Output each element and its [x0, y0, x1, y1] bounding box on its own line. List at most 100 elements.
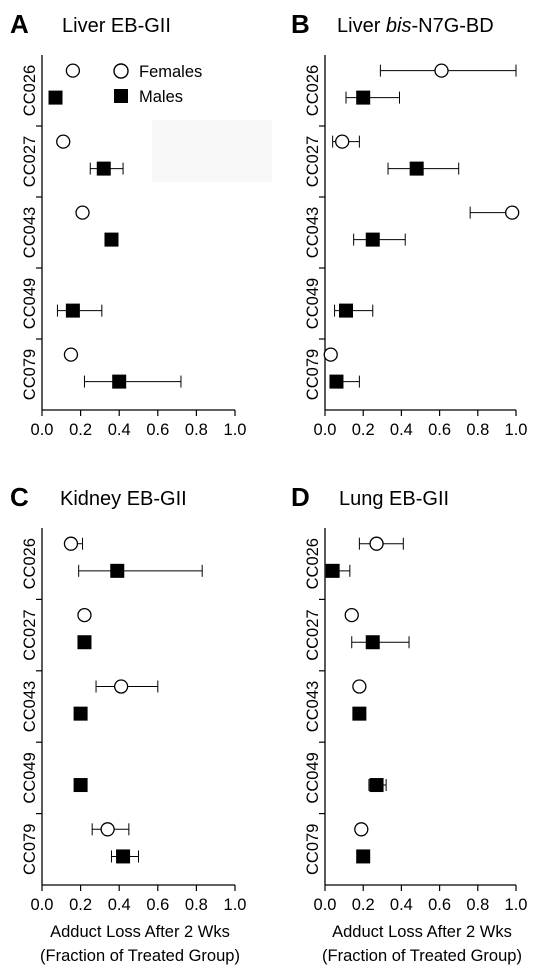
panel-a-x-tick-label: 0.2 — [69, 421, 92, 439]
panel-b-female-point — [434, 63, 449, 78]
panel-b-category-label: CC026 — [304, 65, 322, 116]
panel-c-x-tick-label: 0.4 — [108, 896, 131, 914]
panel-b-category-label: CC043 — [304, 207, 322, 258]
panel-d-category-label: CC026 — [304, 538, 322, 589]
panel-d-letter: D — [291, 482, 310, 512]
panel-c: C Kidney EB-GII 0.0 0.2 0.4 0.6 0.8 1.0 CC026 C… — [10, 482, 246, 965]
panel-c-female-point — [113, 679, 129, 694]
panel-c-female-point — [77, 607, 92, 623]
panel-b-x-tick-label: 0.8 — [466, 421, 489, 439]
panel-d-title: Lung EB-GII — [339, 488, 449, 510]
panel-a-category-label: CC079 — [21, 349, 39, 400]
panel-a-category-label: CC026 — [21, 65, 39, 116]
panel-b-male-point — [329, 374, 344, 389]
panel-c-male-point — [77, 635, 92, 650]
panel-a-plot: 0.0 0.2 0.4 0.6 0.8 1.0 CC026 CC027 CC043 CC049 CC… — [21, 55, 246, 439]
panel-b-female-point — [335, 134, 350, 149]
panel-a-x-tick-label: 0.8 — [185, 421, 208, 439]
panel-c-x-tick-label: 0.2 — [69, 896, 92, 914]
panel-b-letter: B — [291, 9, 310, 39]
panel-d-xlabel-line2: (Fraction of Treated Group) — [322, 947, 522, 965]
panel-d-x-tick-label: 0.6 — [428, 896, 451, 914]
panel-d-category-label: CC049 — [304, 752, 322, 803]
panel-c-xlabel-line2: (Fraction of Treated Group) — [40, 947, 240, 965]
panel-c-x-tick-label: 1.0 — [224, 896, 247, 914]
panel-a-female-point — [65, 63, 81, 78]
panel-c-xlabel-line1: Adduct Loss After 2 Wks — [50, 923, 230, 941]
panel-b-title-prefix: Liver — [337, 15, 386, 37]
panel-b-category-label: CC079 — [304, 349, 322, 400]
legend-males-label: Males — [139, 88, 183, 106]
panel-d-female-point — [352, 679, 367, 694]
panel-b-category-label: CC049 — [304, 278, 322, 329]
panel-a-x-tick-label: 0.6 — [146, 421, 169, 439]
panel-d-male-point — [365, 635, 380, 650]
panel-a-letter: A — [10, 9, 29, 39]
panel-c-x-tick-label: 0.0 — [31, 896, 54, 914]
panel-c-category-label: CC049 — [21, 752, 39, 803]
panel-d-x-tick-label: 0.4 — [390, 896, 413, 914]
panel-c-x-tick-label: 0.6 — [146, 896, 169, 914]
panel-d: D Lung EB-GII 0.0 0.2 0.4 0.6 0.8 1.0 CC026 CC0… — [291, 482, 527, 965]
panel-b-x-tick-label: 0.2 — [352, 421, 375, 439]
panel-b-x-tick-label: 1.0 — [505, 421, 528, 439]
panel-d-male-point — [352, 706, 367, 721]
panel-b-x-tick-label: 0.4 — [390, 421, 413, 439]
panel-a-male-point — [104, 232, 119, 247]
panel-d-xlabel-line1: Adduct Loss After 2 Wks — [332, 923, 512, 941]
panel-b-male-point — [409, 161, 424, 176]
panel-b-male-point — [339, 303, 354, 318]
panel-a: A Liver EB-GII 0.0 0.2 0.4 0.6 0.8 1.0 CC026 CC… — [10, 9, 246, 439]
panel-d-x-tick-label: 0.8 — [466, 896, 489, 914]
panel-a-x-tick-label: 0.4 — [108, 421, 131, 439]
legend: Females Males — [113, 63, 202, 106]
panel-c-female-point — [63, 536, 79, 551]
panel-b: B Liver bis-N7G-BD 0.0 0.2 0.4 0.6 0.8 1.0 CC0… — [291, 9, 527, 439]
panel-d-plot: 0.0 0.2 0.4 0.6 0.8 1.0 CC026 CC027 CC043 CC049 CC… — [304, 528, 527, 914]
panel-d-female-point — [354, 822, 369, 837]
panel-c-male-point — [116, 849, 131, 864]
legend-male-marker-icon — [114, 89, 128, 103]
panel-d-male-point — [369, 778, 384, 793]
panel-a-male-point — [48, 90, 63, 105]
panel-c-male-point — [110, 563, 125, 578]
panel-a-category-label: CC043 — [21, 207, 39, 258]
panel-a-x-tick-label: 0.0 — [31, 421, 54, 439]
panel-d-x-tick-label: 1.0 — [505, 896, 528, 914]
panel-c-title: Kidney EB-GII — [60, 488, 187, 510]
panel-a-category-label: CC049 — [21, 278, 39, 329]
panel-d-male-point — [325, 563, 340, 578]
legend-females-label: Females — [139, 63, 202, 81]
panel-d-male-point — [356, 849, 371, 864]
panel-a-female-point — [63, 347, 79, 362]
panel-c-plot: 0.0 0.2 0.4 0.6 0.8 1.0 CC026 CC027 CC043 CC049 CC… — [21, 528, 246, 914]
panel-a-category-label: CC027 — [21, 136, 39, 187]
panel-d-category-label: CC079 — [304, 824, 322, 875]
panel-a-x-tick-label: 1.0 — [224, 421, 247, 439]
panel-c-category-label: CC079 — [21, 824, 39, 875]
panel-a-female-point — [75, 205, 90, 220]
shaded-patch — [152, 120, 272, 182]
panel-b-title-italic: bis — [386, 15, 412, 37]
panel-a-male-point — [65, 303, 80, 318]
panel-d-category-label: CC027 — [304, 609, 322, 660]
panel-a-female-point — [56, 134, 71, 149]
panel-b-category-label: CC027 — [304, 136, 322, 187]
panel-b-female-point — [323, 347, 338, 362]
panel-d-female-point — [369, 536, 384, 551]
panel-a-male-point — [112, 374, 127, 389]
panel-b-title-rest: -N7G-BD — [411, 15, 493, 37]
panel-a-title: Liver EB-GII — [62, 15, 171, 37]
panel-c-male-point — [73, 778, 88, 793]
panel-b-title: Liver bis-N7G-BD — [337, 15, 494, 37]
panel-c-letter: C — [10, 482, 29, 512]
panel-d-female-point — [344, 607, 359, 623]
panel-b-female-point — [505, 205, 520, 220]
legend-female-marker-icon — [113, 63, 129, 79]
panel-c-female-point — [100, 822, 115, 837]
panel-b-male-point — [356, 90, 371, 105]
panel-b-x-tick-label: 0.0 — [314, 421, 337, 439]
panel-a-male-point — [96, 161, 111, 176]
panel-c-male-point — [73, 706, 88, 721]
panel-d-x-tick-label: 0.2 — [352, 896, 375, 914]
